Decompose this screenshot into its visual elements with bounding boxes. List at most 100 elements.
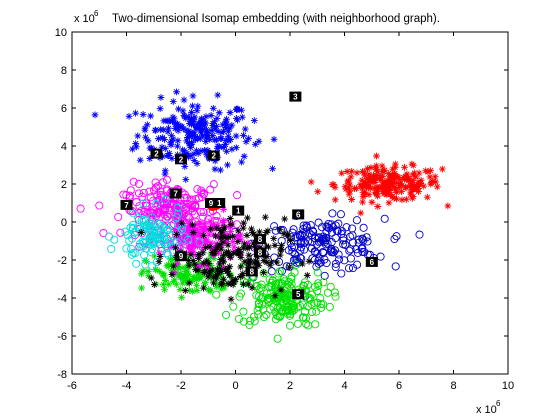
data-point-circle	[278, 288, 287, 297]
y-axis-ticks: -8 -6 -4 -2 0 2 4 6 8 10	[55, 27, 508, 381]
data-point-star	[393, 179, 401, 187]
thumbnail-background	[213, 198, 226, 208]
data-point-star	[385, 199, 393, 207]
data-point-star	[174, 137, 182, 145]
data-point-star	[229, 276, 237, 284]
thumbnail-background	[175, 251, 187, 262]
data-point-star	[171, 125, 179, 132]
data-point-star	[404, 175, 411, 183]
data-point-star	[190, 224, 198, 232]
data-point-star	[197, 127, 204, 135]
thumbnail-background	[254, 247, 266, 258]
data-point-star	[210, 249, 218, 257]
data-point-star	[255, 137, 263, 145]
data-point-star	[166, 255, 174, 263]
data-point-star	[144, 267, 152, 275]
series-3	[212, 260, 340, 343]
data-point-star	[189, 121, 197, 128]
data-point-circle	[273, 334, 282, 343]
data-point-star	[271, 292, 279, 300]
series-2	[231, 209, 424, 301]
data-point-star	[219, 233, 227, 240]
data-point-star	[230, 243, 238, 251]
data-point-star	[172, 244, 179, 252]
data-point-star	[169, 118, 176, 125]
thumbnail-digit: 8	[250, 267, 255, 276]
data-point-star	[411, 182, 418, 189]
data-point-star	[185, 120, 193, 127]
data-point-star	[183, 267, 191, 275]
data-point-circle	[160, 206, 169, 215]
data-point-star	[159, 270, 167, 278]
x-tick-label: 8	[450, 380, 456, 392]
data-point-star	[156, 105, 164, 113]
data-point-star	[185, 271, 193, 278]
data-point-star	[194, 266, 202, 274]
data-point-star	[161, 145, 169, 153]
data-point-circle	[128, 234, 137, 243]
data-point-star	[173, 227, 181, 235]
data-point-star	[232, 233, 240, 241]
data-point-circle	[391, 262, 400, 271]
data-point-star	[357, 209, 365, 217]
data-point-star	[226, 215, 234, 222]
data-point-star	[152, 280, 160, 288]
data-point-star	[224, 280, 232, 288]
data-point-star	[159, 152, 167, 160]
data-point-star	[206, 287, 214, 295]
x-tick-label: 2	[287, 380, 293, 392]
data-point-star	[195, 120, 203, 127]
data-point-star	[235, 246, 243, 253]
data-point-star	[226, 263, 234, 271]
data-point-star	[183, 254, 191, 261]
data-point-star	[169, 243, 177, 250]
data-point-star	[157, 94, 165, 101]
data-point-circle	[252, 291, 261, 300]
data-point-star	[276, 251, 284, 259]
data-point-circle	[293, 319, 302, 328]
data-point-star	[277, 246, 284, 254]
data-point-star	[165, 152, 172, 159]
data-point-star	[181, 287, 189, 294]
data-point-circle	[129, 209, 138, 218]
data-point-star	[171, 226, 178, 233]
data-point-star	[251, 242, 259, 250]
data-point-circle	[286, 309, 295, 319]
data-point-star	[328, 181, 336, 189]
data-point-star	[232, 144, 240, 152]
data-point-star	[169, 98, 177, 105]
series-8	[137, 213, 313, 303]
data-point-star	[213, 271, 221, 279]
data-point-circle	[331, 292, 340, 301]
data-point-star	[226, 109, 234, 117]
data-point-star	[220, 258, 227, 266]
data-point-star	[220, 252, 227, 260]
data-point-star	[223, 147, 231, 155]
y-tick-label: 4	[61, 141, 67, 153]
data-point-star	[193, 107, 201, 115]
data-point-star	[360, 168, 368, 176]
data-point-star	[367, 174, 375, 182]
digit-thumbnail: 1	[213, 198, 226, 208]
data-point-star	[132, 143, 140, 151]
data-point-star	[305, 257, 313, 265]
y-tick-label: 10	[55, 27, 67, 39]
thumbnail-background	[365, 256, 378, 267]
data-point-star	[373, 152, 380, 160]
data-point-star	[245, 261, 253, 269]
data-point-star	[193, 239, 201, 247]
data-point-star	[146, 155, 154, 162]
data-point-star	[199, 249, 207, 257]
data-point-star	[287, 237, 294, 244]
data-point-star	[171, 276, 179, 284]
data-point-star	[213, 122, 220, 130]
data-point-star	[237, 263, 245, 271]
data-point-star	[424, 168, 432, 176]
data-point-star	[195, 236, 203, 243]
data-point-star	[194, 149, 202, 157]
data-point-star	[219, 238, 227, 246]
data-point-star	[187, 144, 195, 152]
data-point-circle	[319, 278, 328, 287]
data-point-star	[280, 230, 288, 238]
data-point-star	[169, 113, 177, 121]
